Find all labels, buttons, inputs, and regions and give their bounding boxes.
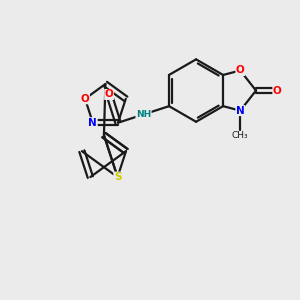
Text: O: O [236,65,244,76]
Text: S: S [114,172,121,182]
Text: O: O [81,94,89,104]
Text: CH₃: CH₃ [232,130,249,140]
Text: N: N [88,118,97,128]
Text: O: O [273,86,282,96]
Text: O: O [105,89,113,100]
Text: NH: NH [136,110,151,119]
Text: N: N [236,106,244,116]
